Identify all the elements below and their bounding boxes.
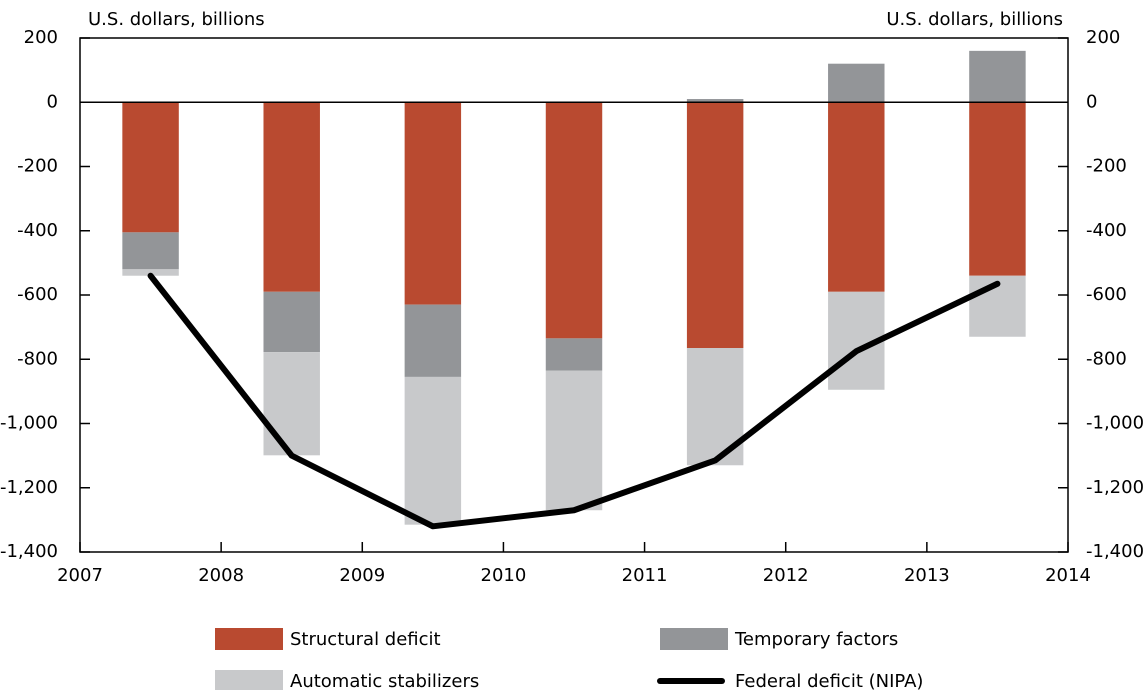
bar	[545, 338, 603, 371]
y2-tick-label: -1,400	[1086, 541, 1144, 562]
y2-tick-label: -600	[1086, 284, 1127, 305]
y2-axis-label: U.S. dollars, billions	[886, 9, 1063, 30]
x-tick-label: 2013	[904, 565, 950, 586]
y-tick-label: -200	[17, 156, 58, 177]
y-tick-label: -1,000	[0, 413, 58, 434]
legend-label: Automatic stabilizers	[290, 671, 479, 690]
bar	[263, 102, 320, 292]
y-tick-label: 0	[47, 91, 58, 112]
bar	[686, 99, 744, 103]
bar	[122, 269, 179, 276]
y2-tick-label: -800	[1086, 348, 1127, 369]
y-tick-label: -600	[17, 284, 58, 305]
bar	[545, 370, 603, 511]
bar	[122, 232, 179, 270]
y2-tick-label: -1,200	[1086, 477, 1144, 498]
bar	[263, 352, 320, 456]
y-tick-label: -800	[17, 348, 58, 369]
line	[147, 272, 1001, 530]
x-tick-label: 2012	[763, 565, 809, 586]
bar	[122, 102, 179, 233]
y-axis-label: U.S. dollars, billions	[88, 9, 265, 30]
y2-tick-label: -200	[1086, 156, 1127, 177]
x-tick-label: 2010	[481, 565, 527, 586]
y2-tick-label: 0	[1086, 91, 1097, 112]
bar	[828, 63, 885, 103]
bar	[969, 102, 1026, 276]
legend-swatch	[215, 628, 283, 650]
bar	[686, 102, 744, 349]
y2-tick-label: -400	[1086, 220, 1127, 241]
y-tick-label: -1,400	[0, 541, 58, 562]
legend-swatch	[215, 670, 283, 690]
bar	[263, 291, 320, 353]
legend-label: Structural deficit	[290, 629, 441, 650]
x-tick-label: 2011	[622, 565, 668, 586]
bar	[404, 102, 462, 305]
y-tick-label: -1,200	[0, 477, 58, 498]
x-tick-label: 2014	[1045, 565, 1091, 586]
legend-swatch	[660, 628, 728, 650]
y2-tick-label: 200	[1086, 27, 1120, 48]
x-tick-label: 2007	[57, 565, 103, 586]
bar	[828, 102, 885, 292]
y-tick-label: -400	[17, 220, 58, 241]
y2-tick-label: -1,000	[1086, 413, 1144, 434]
y-tick-label: 200	[24, 27, 58, 48]
bar	[404, 376, 462, 525]
bar	[404, 304, 462, 377]
x-tick-label: 2009	[339, 565, 385, 586]
legend-label: Temporary factors	[734, 629, 898, 650]
bar	[545, 102, 603, 339]
bar	[969, 50, 1026, 103]
x-tick-label: 2008	[198, 565, 244, 586]
legend-label: Federal deficit (NIPA)	[735, 671, 923, 690]
